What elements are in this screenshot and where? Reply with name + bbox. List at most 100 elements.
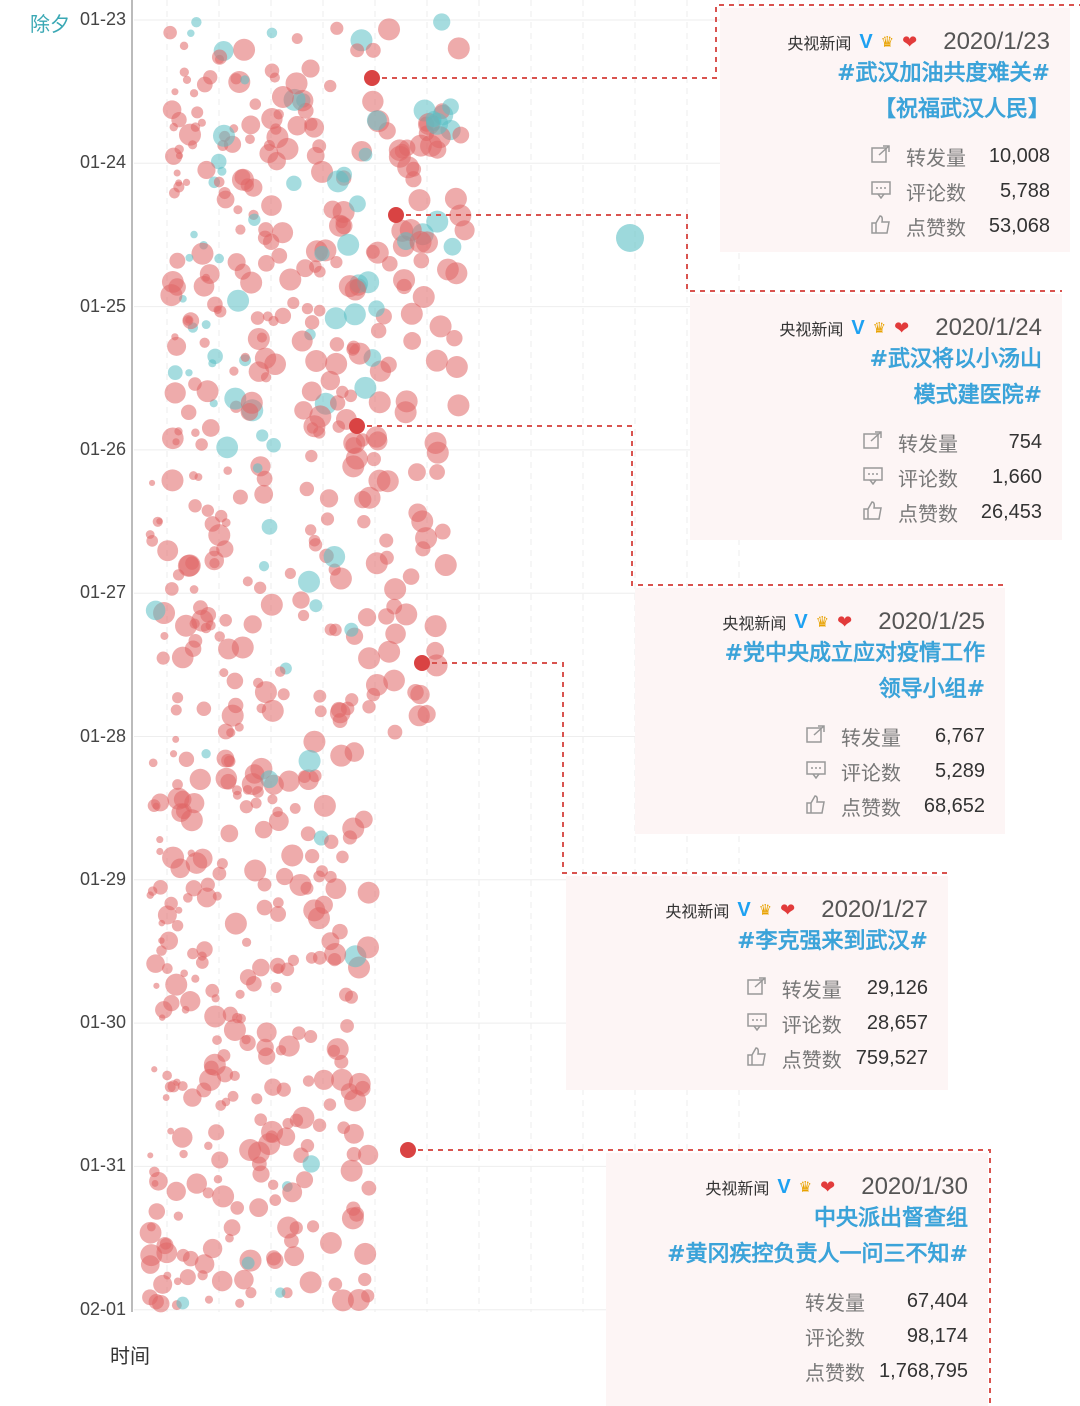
stat-reposts: 10,008	[988, 145, 1050, 167]
post-dot	[357, 514, 371, 529]
post-dot	[323, 545, 346, 568]
thumbs-up-icon	[863, 501, 882, 520]
comment-icon	[863, 467, 883, 485]
post-dot	[408, 463, 426, 482]
post-dot	[245, 134, 255, 145]
post-dot	[368, 300, 385, 317]
post-dot	[156, 836, 164, 844]
post-dot	[434, 523, 451, 540]
post-dot	[211, 1270, 233, 1292]
stat-label: 评论数	[805, 1326, 866, 1350]
post-dot	[215, 767, 238, 790]
post-dot	[410, 684, 430, 705]
post-dot	[214, 509, 228, 523]
post-dot	[148, 1203, 166, 1220]
verified-icon: V	[859, 30, 873, 53]
share-icon	[871, 145, 890, 163]
post-dot	[244, 178, 263, 197]
post-dot	[328, 1277, 343, 1292]
post-dot	[292, 1106, 315, 1129]
post-title: #党中央成立应对疫情工作	[724, 641, 985, 666]
post-dot	[211, 153, 227, 170]
post-dot	[313, 794, 336, 817]
post-dot	[303, 730, 326, 753]
verified-icon: V	[777, 1175, 791, 1198]
post-dot	[433, 13, 451, 31]
post-dot	[211, 1151, 229, 1169]
post-dot	[214, 631, 225, 642]
post-dot	[278, 770, 300, 792]
post-dot	[247, 1141, 270, 1164]
post-dot	[387, 724, 403, 740]
post-dot	[282, 1182, 303, 1203]
post-dot	[262, 311, 273, 322]
post-dot	[272, 897, 284, 909]
post-dot	[219, 614, 232, 627]
post-dot	[173, 1211, 184, 1221]
post-dot	[394, 401, 417, 424]
post-dot	[167, 336, 187, 356]
post-dot	[342, 830, 357, 845]
post-dot	[301, 302, 314, 315]
share-icon	[746, 977, 766, 995]
post-dot	[343, 303, 366, 326]
post-dot	[254, 347, 277, 369]
post-dot	[174, 427, 183, 436]
post-dot	[173, 1078, 181, 1086]
post-dot	[225, 1233, 234, 1243]
stat-comments: 5,289	[934, 760, 985, 782]
post-dot	[264, 1078, 282, 1096]
comment-icon	[871, 181, 891, 199]
y-tick-label: 02-01	[80, 1298, 127, 1319]
post-dot	[426, 441, 449, 464]
post-dot	[342, 455, 365, 478]
post-dot	[443, 237, 462, 256]
heart-badge-icon: ❤	[820, 1176, 836, 1198]
post-dot	[212, 124, 235, 147]
stat-label: 评论数	[898, 467, 958, 491]
post-dot	[411, 510, 434, 533]
post-dot	[336, 385, 349, 399]
post-dot	[297, 609, 310, 622]
connector-line	[372, 4, 1080, 79]
post-dot	[365, 42, 381, 58]
post-dot	[366, 110, 387, 131]
post-dot	[161, 469, 184, 492]
stat-label: 点赞数	[841, 796, 901, 820]
stat-likes: 26,453	[980, 501, 1042, 523]
post-dot	[274, 666, 286, 677]
post-dot	[332, 420, 346, 433]
post-card: 央视新闻 V ♛ ❤ 2020/1/27 #李克强来到武汉# 转发量 29,126 评论数 28,…	[566, 876, 948, 1090]
y-tick-label: 01-24	[80, 152, 127, 173]
post-dot	[185, 852, 208, 874]
post-dot	[300, 826, 316, 842]
post-dot	[227, 1090, 239, 1102]
heart-badge-icon: ❤	[780, 899, 796, 921]
post-dot	[292, 1026, 306, 1040]
verified-icon: V	[851, 316, 865, 339]
y-tick-label: 01-30	[80, 1012, 127, 1033]
y-tick-label: 01-31	[80, 1155, 127, 1176]
heart-badge-icon: ❤	[837, 611, 853, 633]
stat-label: 转发量	[841, 726, 901, 750]
post-dot	[324, 307, 347, 330]
post-dot	[230, 73, 242, 85]
post-dot	[240, 75, 250, 85]
post-dot	[231, 785, 242, 796]
post-dot	[304, 315, 320, 330]
post-dot	[203, 70, 218, 85]
post-date: 2020/1/25	[878, 608, 985, 635]
stat-likes: 53,068	[988, 215, 1050, 237]
post-dot	[300, 881, 314, 895]
post-dot	[354, 376, 377, 399]
post-dot	[193, 600, 208, 616]
post-dot	[346, 1146, 362, 1162]
post-dot	[219, 668, 229, 678]
post-dot	[275, 1287, 286, 1298]
post-dot	[204, 1005, 227, 1028]
post-dot	[349, 195, 366, 213]
stat-label: 点赞数	[906, 216, 966, 240]
post-dot	[413, 252, 430, 269]
post-card: 央视新闻 V ♛ ❤ 2020/1/25 #党中央成立应对疫情工作 领导小组# 转发量 6,76…	[635, 588, 1005, 834]
post-dot	[170, 704, 182, 716]
